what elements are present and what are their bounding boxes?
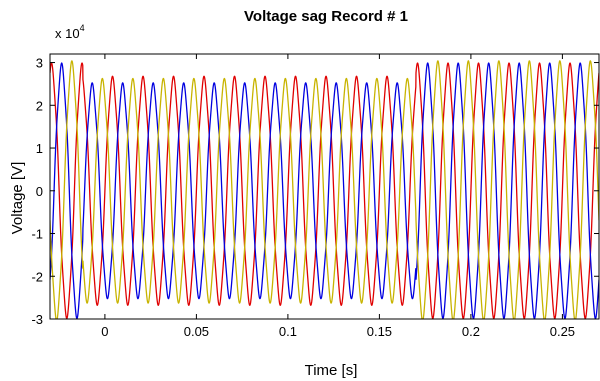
x-tick-label: 0.1 bbox=[279, 324, 297, 339]
y-tick-label: -1 bbox=[31, 227, 43, 242]
chart-title: Voltage sag Record # 1 bbox=[244, 8, 408, 25]
series-line-3 bbox=[50, 60, 599, 319]
x-axis-label: Time [s] bbox=[305, 362, 358, 379]
y-tick-label: 3 bbox=[36, 56, 43, 71]
y-tick-label: -2 bbox=[31, 269, 43, 284]
y-tick-label: 1 bbox=[36, 141, 43, 156]
y-multiplier-exponent: 4 bbox=[80, 23, 85, 33]
series-line-1 bbox=[50, 62, 599, 319]
y-tick-label: 2 bbox=[36, 98, 43, 113]
y-multiplier-base: x 10 bbox=[55, 26, 80, 41]
x-tick-label: 0.05 bbox=[184, 324, 209, 339]
y-tick-label: -3 bbox=[31, 312, 43, 327]
x-tick-label: 0.15 bbox=[367, 324, 392, 339]
x-tick-label: 0 bbox=[101, 324, 108, 339]
axis-ticks: 0 0.05 0.1 0.15 0.2 0.25 -3 -2 -1 0 1 2 3 bbox=[31, 54, 599, 339]
y-tick-label: 0 bbox=[36, 184, 43, 199]
y-multiplier: x 104 bbox=[55, 23, 85, 41]
plot-frame bbox=[49, 53, 600, 320]
y-axis-label: Voltage [V] bbox=[9, 162, 26, 235]
x-tick-label: 0.2 bbox=[462, 324, 480, 339]
x-tick-label: 0.25 bbox=[550, 324, 575, 339]
plot-area bbox=[50, 60, 599, 319]
series-line-2 bbox=[50, 62, 599, 319]
